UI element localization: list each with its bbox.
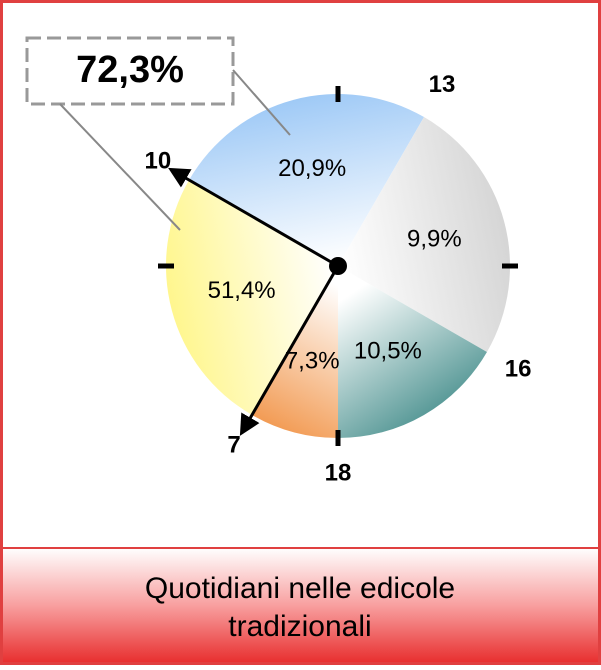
pie-slice	[338, 117, 510, 352]
title-line: tradizionali	[228, 610, 371, 643]
hour-label: 16	[505, 355, 532, 382]
pie-slice	[338, 266, 487, 438]
title-line: Quotidiani nelle edicole	[145, 572, 455, 605]
leader-line	[232, 69, 291, 136]
clock-hand	[168, 167, 339, 268]
slice-label: 51,4%	[208, 277, 276, 304]
clock-hand	[239, 265, 340, 436]
slice-label: 10,5%	[354, 338, 422, 365]
slice-label: 20,9%	[278, 155, 346, 182]
clock-center	[329, 257, 347, 275]
annotation-box	[25, 36, 235, 106]
hour-label: 7	[227, 431, 240, 458]
pie-slice	[252, 266, 338, 438]
hour-label: 13	[429, 71, 456, 98]
pie	[165, 94, 510, 438]
slice-label: 9,9%	[407, 226, 462, 253]
pie-slice	[165, 180, 338, 415]
title-band	[3, 548, 598, 662]
hour-label: 10	[145, 147, 172, 174]
annotation: 72,3%	[76, 49, 184, 91]
chart-title: Quotidiani nelle edicole tradizionali	[145, 572, 455, 643]
hour-label: 18	[325, 459, 352, 486]
slice-label: 7,3%	[285, 348, 340, 375]
pie-slice	[189, 94, 424, 266]
leader-line	[59, 103, 181, 231]
